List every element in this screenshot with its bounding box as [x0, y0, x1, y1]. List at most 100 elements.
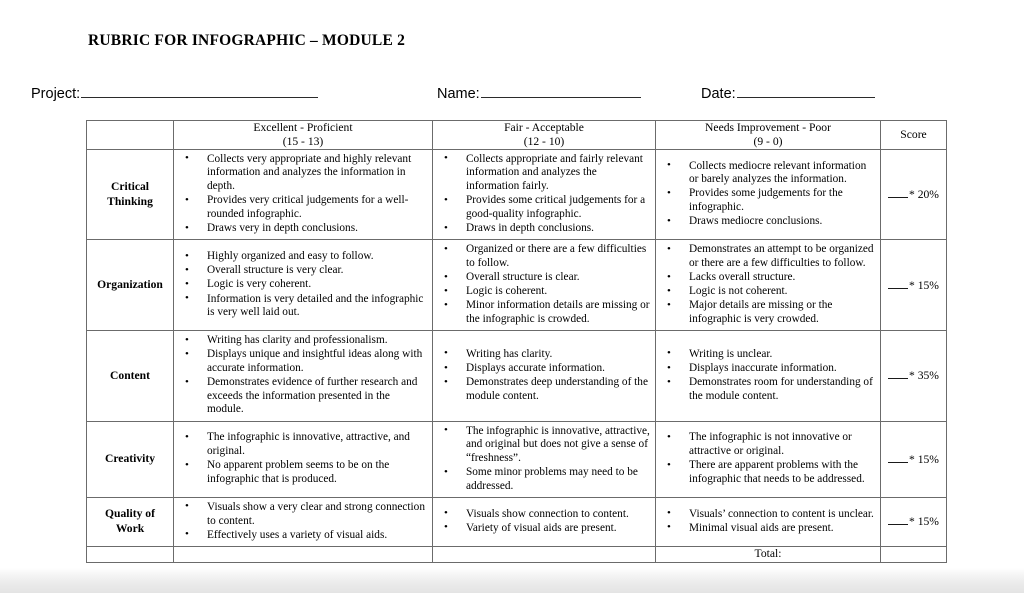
list-item: Writing is unclear. [667, 347, 876, 362]
page-bottom-shadow [0, 568, 1024, 593]
criterion-line-2: Work [115, 521, 145, 535]
cell-fair: Organized or there are a few difficultie… [432, 239, 656, 332]
total-value[interactable] [880, 545, 947, 563]
cell-needs-improvement: Collects mediocre relevant information o… [655, 148, 881, 241]
list-item: Minor information details are missing or… [444, 299, 651, 326]
criterion-line-1: Critical [111, 180, 149, 194]
bullet-list: Visuals show a very clear and strong con… [174, 498, 432, 546]
score-cell[interactable]: * 15% [880, 496, 947, 547]
project-input-rule[interactable] [81, 84, 319, 99]
list-item: There are apparent problems with the inf… [667, 459, 876, 486]
list-item: Displays accurate information. [444, 362, 651, 376]
list-item: Demonstrates evidence of further researc… [185, 376, 428, 417]
header-excellent-range: (15 - 13) [282, 134, 324, 148]
score-weight: * 15% [909, 515, 939, 529]
bullet-list: Collects very appropriate and highly rel… [174, 150, 432, 239]
bullet-list: Visuals’ connection to content is unclea… [656, 505, 880, 539]
header-criteria [86, 120, 174, 150]
list-item: Major details are missing or the infogra… [667, 299, 876, 326]
score-cell[interactable]: * 15% [880, 239, 947, 332]
list-item: Demonstrates deep understanding of the m… [444, 376, 651, 403]
date-field[interactable]: Date: [701, 84, 875, 102]
list-item: Minimal visual aids are present. [667, 521, 876, 536]
header-excellent: Excellent - Proficient (15 - 13) [173, 120, 433, 150]
header-excellent-label: Excellent - Proficient [253, 121, 353, 134]
cell-excellent: Highly organized and easy to follow. Ove… [173, 239, 433, 332]
score-input-rule[interactable] [888, 452, 909, 463]
page-title: RUBRIC FOR INFOGRAPHIC – MODULE 2 [88, 32, 406, 49]
list-item: Logic is very coherent. [185, 278, 428, 292]
header-fair-range: (12 - 10) [523, 134, 565, 148]
score-cell[interactable]: * 15% [880, 420, 947, 498]
list-item: Overall structure is very clear. [185, 264, 428, 278]
total-row: Total: [86, 545, 947, 563]
list-item: Lacks overall structure. [667, 271, 876, 285]
name-input-rule[interactable] [480, 84, 641, 99]
bullet-list: Collects mediocre relevant information o… [656, 157, 880, 233]
bullet-list: Visuals show connection to content. Vari… [433, 505, 655, 539]
total-empty-fair [432, 545, 656, 563]
project-field[interactable]: Project: [31, 84, 319, 102]
bullet-list: Demonstrates an attempt to be organized … [656, 240, 880, 330]
header-needs-label: Needs Improvement - Poor [705, 121, 831, 134]
list-item: Collects very appropriate and highly rel… [185, 152, 428, 194]
criterion-content: Content [86, 330, 174, 422]
list-item: The infographic is not innovative or att… [667, 431, 876, 458]
list-item: Collects mediocre relevant information o… [667, 159, 876, 187]
score-cell[interactable]: * 20% [880, 148, 947, 241]
cell-needs-improvement: Visuals’ connection to content is unclea… [655, 496, 881, 547]
list-item: Visuals show connection to content. [444, 507, 651, 522]
list-item: Demonstrates an attempt to be organized … [667, 243, 876, 270]
bullet-list: Writing has clarity and professionalism.… [174, 331, 432, 420]
score-input-rule[interactable] [888, 514, 909, 526]
list-item: No apparent problem seems to be on the i… [185, 459, 428, 486]
score-input-rule[interactable] [888, 278, 909, 289]
date-input-rule[interactable] [736, 84, 875, 99]
list-item: The infographic is innovative, attractiv… [185, 431, 428, 458]
cell-fair: The infographic is innovative, attractiv… [432, 420, 656, 498]
criterion-line-1: Creativity [104, 452, 155, 466]
list-item: Writing has clarity. [444, 347, 651, 362]
list-item: Information is very detailed and the inf… [185, 292, 428, 320]
cell-needs-improvement: The infographic is not innovative or att… [655, 420, 881, 498]
table-header-row: Excellent - Proficient (15 - 13) Fair - … [86, 120, 947, 150]
criterion-line-1: Content [110, 368, 150, 382]
cell-excellent: Visuals show a very clear and strong con… [173, 496, 433, 547]
score-cell[interactable]: * 35% [880, 330, 947, 422]
document-page: RUBRIC FOR INFOGRAPHIC – MODULE 2 Projec… [0, 0, 1024, 568]
name-field[interactable]: Name: [437, 84, 641, 102]
list-item: Logic is not coherent. [667, 285, 876, 299]
cell-fair: Visuals show connection to content. Vari… [432, 496, 656, 547]
form-fields-row: Project: Name: Date: [0, 84, 1024, 106]
bullet-list: Organized or there are a few difficultie… [433, 240, 655, 330]
list-item: Variety of visual aids are present. [444, 521, 651, 536]
list-item: Draws very in depth conclusions. [185, 222, 428, 236]
list-item: Provides some judgements for the infogra… [667, 187, 876, 214]
bullet-list: Writing is unclear. Displays inaccurate … [656, 345, 880, 407]
criterion-organization: Organization [86, 239, 174, 332]
list-item: Displays inaccurate information. [667, 362, 876, 376]
score-weight: * 20% [909, 187, 939, 201]
criterion-line-2: Thinking [107, 194, 153, 208]
bullet-list: The infographic is not innovative or att… [656, 428, 880, 490]
list-item: The infographic is innovative, attractiv… [444, 424, 651, 466]
header-score: Score [880, 120, 947, 150]
list-item: Provides some critical judgements for a … [444, 194, 651, 221]
list-item: Writing has clarity and professionalism. [185, 334, 428, 348]
list-item: Visuals show a very clear and strong con… [185, 500, 428, 528]
score-input-rule[interactable] [888, 187, 909, 198]
list-item: Visuals’ connection to content is unclea… [667, 507, 876, 522]
score-input-rule[interactable] [888, 368, 909, 380]
cell-needs-improvement: Demonstrates an attempt to be organized … [655, 239, 881, 332]
list-item: Draws in depth conclusions. [444, 222, 651, 236]
list-item: Draws mediocre conclusions. [667, 215, 876, 229]
bullet-list: Writing has clarity. Displays accurate i… [433, 345, 655, 407]
list-item: Organized or there are a few difficultie… [444, 243, 651, 270]
cell-excellent: Collects very appropriate and highly rel… [173, 148, 433, 241]
cell-excellent: The infographic is innovative, attractiv… [173, 420, 433, 498]
score-weight: * 35% [909, 369, 939, 383]
cell-fair: Collects appropriate and fairly relevant… [432, 148, 656, 241]
cell-excellent: Writing has clarity and professionalism.… [173, 330, 433, 422]
list-item: Displays unique and insightful ideas alo… [185, 348, 428, 375]
bullet-list: Highly organized and easy to follow. Ove… [174, 247, 432, 323]
